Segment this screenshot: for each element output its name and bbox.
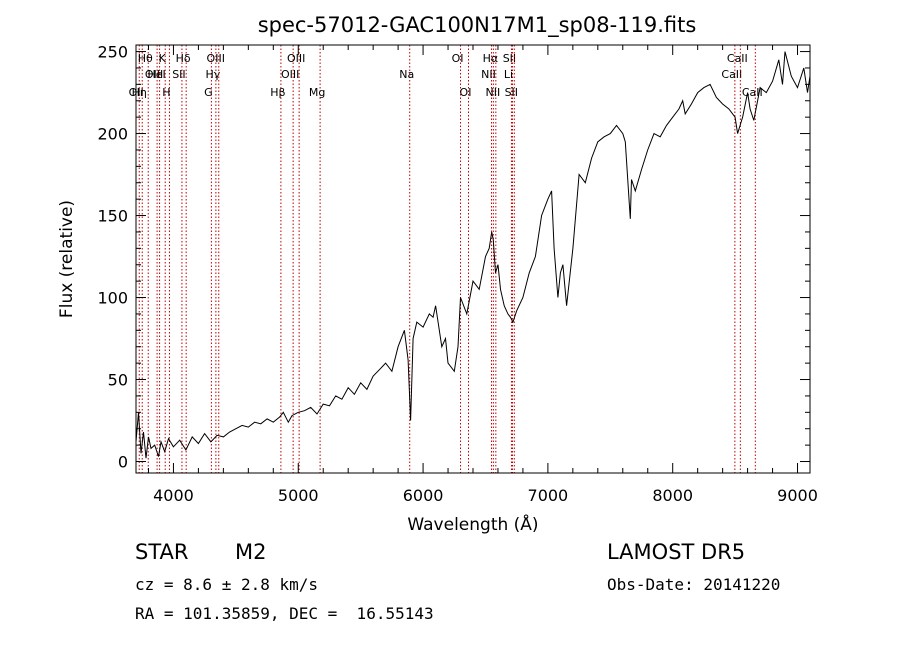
velocity-readout: cz = 8.6 ± 2.8 km/s [135,575,319,594]
x-tick-label: 8000 [652,486,693,505]
marker-label: G [204,86,213,99]
x-tick-label: 9000 [777,486,818,505]
marker-label: H [162,86,170,99]
chart-title: spec-57012-GAC100N17M1_sp08-119.fits [258,13,697,38]
marker-label: CaII [721,68,742,81]
marker-label: Hη [132,86,147,99]
plot-frame [135,44,811,474]
marker-label: CaII [727,52,748,65]
coordinates-readout: RA = 101.35859, DEC = 16.55143 [135,604,434,623]
y-tick-label: 250 [97,43,128,62]
marker-label: Hγ [205,68,220,81]
x-tick-label: 5000 [278,486,319,505]
marker-label: OIII [281,68,299,81]
x-tick-label: 7000 [528,486,569,505]
x-tick-label: 6000 [403,486,444,505]
marker-label: Hβ [270,86,285,99]
marker-label: OIII [207,52,225,65]
x-axis-label: Wavelength (Å) [407,513,538,535]
y-tick-label: 200 [97,125,128,144]
object-class: STAR [135,540,189,564]
marker-label: Hθ [138,52,153,65]
y-axis-label: Flux (relative) [57,200,77,318]
marker-label: OI [452,52,464,65]
marker-label: SII [503,52,516,65]
marker-label: HeI [147,68,165,81]
marker-label: OIII [145,68,163,81]
observation-date: Obs-Date: 20141220 [607,575,781,594]
object-subclass: M2 [235,540,267,564]
marker-label: OI [460,86,472,99]
y-tick-label: 0 [118,453,128,472]
marker-label: OIII [287,52,305,65]
y-tick-label: 50 [108,371,128,390]
marker-label: NII [481,68,496,81]
survey-name: LAMOST DR5 [607,540,746,564]
marker-label: SII [172,68,185,81]
y-tick-label: 100 [97,289,128,308]
spectrum-chart: spec-57012-GAC100N17M1_sp08-119.fits Wave… [57,13,818,535]
y-tick-label: 150 [97,207,128,226]
marker-label: Li [504,68,513,81]
marker-label: Mg [309,86,325,99]
spectrum-series-line [135,51,811,459]
marker-label: SII [505,86,518,99]
marker-label: Na [399,68,414,81]
marker-label: K [159,52,167,65]
marker-label: NII [485,86,500,99]
marker-label: Hδ [176,52,191,65]
x-tick-label: 4000 [153,486,194,505]
marker-label: Hα [483,52,499,65]
